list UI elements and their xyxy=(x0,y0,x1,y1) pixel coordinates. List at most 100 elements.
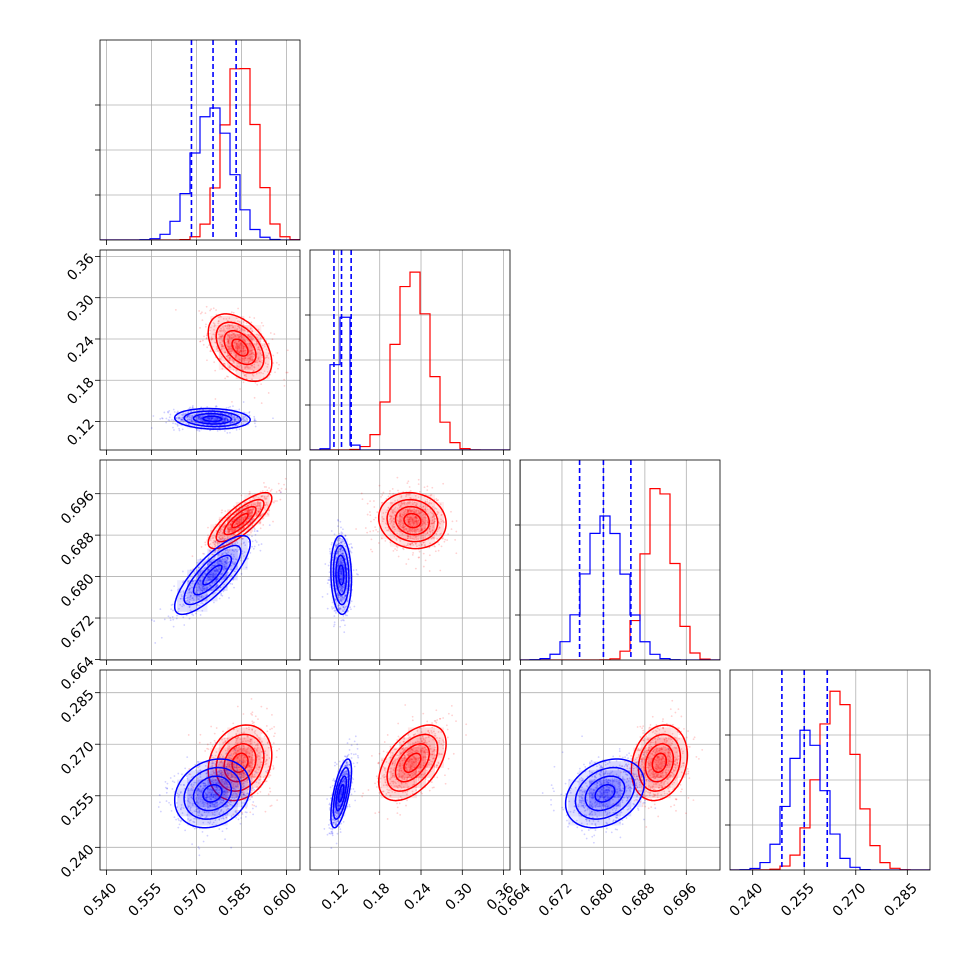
density-cell xyxy=(425,747,435,758)
density-cell xyxy=(210,777,219,789)
density-cell xyxy=(425,501,435,510)
density-cells-blue xyxy=(177,538,248,612)
density-cell xyxy=(342,761,346,771)
density-cell xyxy=(334,816,338,826)
density-cell xyxy=(631,797,642,808)
contour-red xyxy=(215,321,265,374)
scatter-panel-3-2 xyxy=(519,669,721,871)
density-cell xyxy=(261,343,270,353)
density-cell xyxy=(197,797,208,808)
contour-red xyxy=(386,498,439,543)
density-cell xyxy=(407,531,417,540)
density-cell xyxy=(217,425,228,429)
density-cell xyxy=(640,757,649,768)
density-cell xyxy=(342,601,346,612)
density-cell xyxy=(416,501,426,510)
density-cell xyxy=(227,747,236,758)
contour-blue xyxy=(564,758,646,829)
density-cell xyxy=(348,779,351,789)
density-cell xyxy=(434,727,444,738)
density-cell xyxy=(416,747,426,758)
y-tick-label: 0.664 xyxy=(58,654,98,694)
density-cell xyxy=(425,727,435,738)
panel-frame xyxy=(309,669,511,871)
density-cell xyxy=(345,761,349,771)
density-cell xyxy=(227,727,236,738)
density-cell xyxy=(207,761,218,771)
density-cell xyxy=(610,807,621,817)
density-cell xyxy=(599,761,611,771)
density-cell xyxy=(339,779,343,789)
contour-red xyxy=(630,724,689,802)
y-tick-label: 0.270 xyxy=(58,739,98,779)
contour-blue xyxy=(202,564,223,586)
density-cell xyxy=(207,590,218,602)
density-cell xyxy=(407,777,417,789)
density-cell xyxy=(663,787,671,799)
gridlines xyxy=(310,460,510,660)
density-cell xyxy=(197,422,208,426)
density-cell xyxy=(235,509,245,517)
density-cell xyxy=(434,516,444,525)
density-cell xyxy=(237,797,248,808)
contour-blue xyxy=(337,784,345,803)
density-cell xyxy=(398,757,408,768)
density-cell xyxy=(210,316,219,326)
density-cell xyxy=(407,494,417,503)
density-cell xyxy=(177,411,188,415)
y-tick-label: 0.36 xyxy=(64,251,97,284)
density-cell xyxy=(416,509,426,517)
density-cell xyxy=(589,816,600,826)
contour-red xyxy=(231,338,249,357)
density-cell xyxy=(235,370,245,380)
density-cell xyxy=(252,494,262,503)
density-cell xyxy=(434,747,444,758)
x-tick-label: 0.255 xyxy=(778,880,818,920)
density-cell xyxy=(599,816,611,826)
density-cell xyxy=(345,559,349,570)
density-cell xyxy=(407,747,417,758)
contour-blue xyxy=(192,412,233,425)
density-cell xyxy=(235,737,245,748)
density-cell xyxy=(578,816,590,826)
density-cell xyxy=(177,414,188,418)
density-cell xyxy=(342,779,346,789)
density-cell xyxy=(398,777,408,789)
density-cell xyxy=(610,797,621,808)
contour-blue xyxy=(332,544,350,606)
density-cell xyxy=(197,559,208,570)
density-cell xyxy=(331,797,335,808)
density-cell xyxy=(197,590,208,602)
density-cell xyxy=(244,787,253,799)
density-cell xyxy=(217,422,228,426)
density-cell xyxy=(640,787,649,799)
density-cell xyxy=(337,548,340,560)
x-tick-label: 0.555 xyxy=(126,880,166,920)
density-cell xyxy=(339,601,343,612)
density-cell xyxy=(389,747,399,758)
density-cell xyxy=(670,747,679,758)
density-cell xyxy=(334,580,338,591)
density-cell xyxy=(218,334,228,344)
density-cell xyxy=(217,770,228,780)
density-cell xyxy=(210,325,219,335)
density-cell xyxy=(398,501,408,510)
density-cell xyxy=(589,761,600,771)
density-cell xyxy=(398,787,408,799)
x-tick-label: 0.540 xyxy=(81,880,121,920)
density-cell xyxy=(252,757,262,768)
density-cell xyxy=(434,757,444,768)
density-cell xyxy=(339,548,343,560)
contour-blue xyxy=(183,766,242,820)
density-cell xyxy=(207,770,218,780)
density-cell xyxy=(187,417,198,421)
density-cell xyxy=(177,779,188,789)
contour-red xyxy=(231,512,249,529)
density-cell xyxy=(197,580,208,591)
density-cell xyxy=(227,334,236,344)
y-tick-label: 0.30 xyxy=(64,292,97,325)
density-cell xyxy=(227,559,238,570)
density-cell xyxy=(425,509,435,517)
panel-frame xyxy=(309,249,511,451)
density-cell xyxy=(342,770,346,780)
